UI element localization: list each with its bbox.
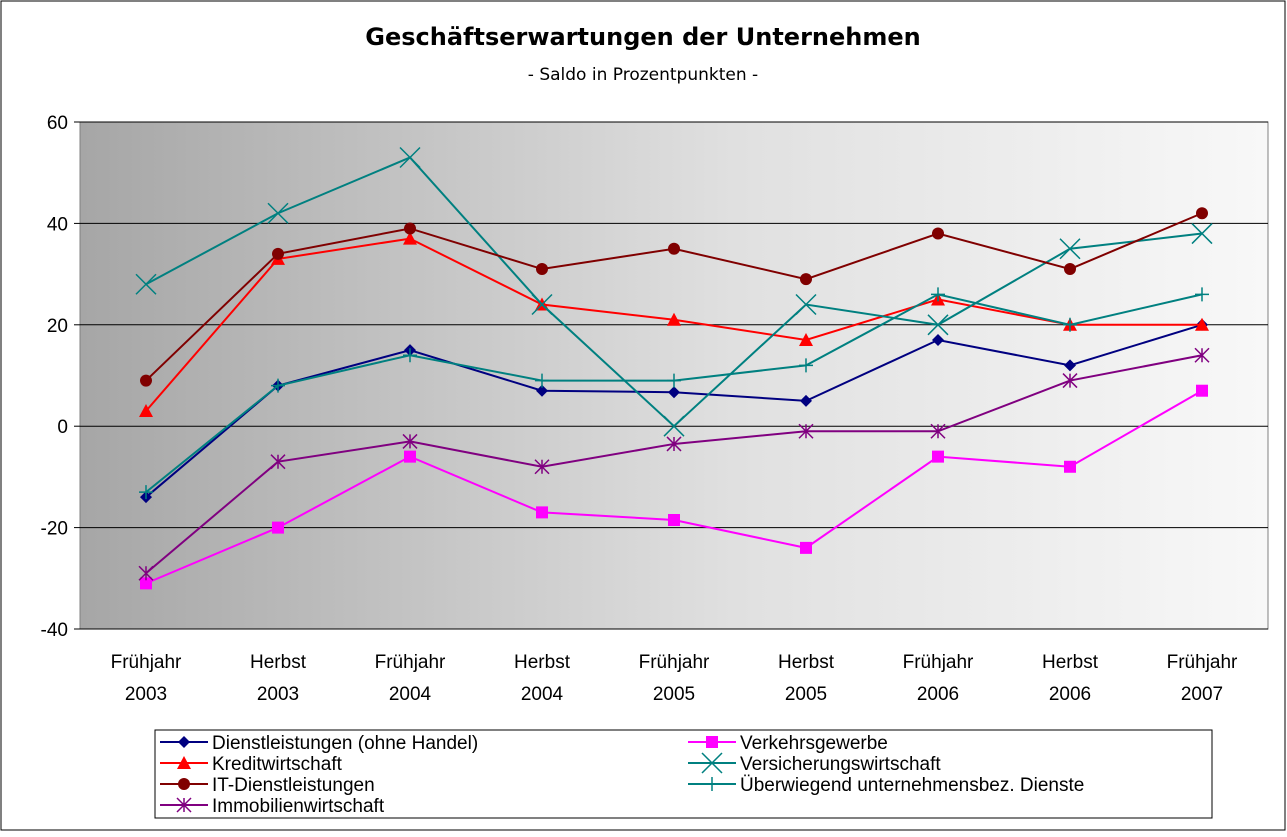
marker — [399, 146, 421, 169]
legend-label: Dienstleistungen (ohne Handel) — [212, 733, 478, 754]
marker — [404, 450, 416, 463]
marker — [177, 756, 191, 769]
y-tick-label: -40 — [41, 620, 68, 641]
marker — [932, 334, 944, 347]
marker — [403, 231, 417, 245]
marker — [1195, 287, 1209, 302]
x-tick-label: 2007 — [1181, 684, 1223, 705]
legend — [154, 729, 1213, 819]
x-tick-label: Frühjahr — [375, 652, 446, 673]
x-tick-label: 2004 — [521, 684, 564, 705]
marker — [705, 777, 719, 791]
marker — [667, 373, 681, 388]
marker — [178, 736, 190, 748]
marker — [536, 384, 548, 397]
legend-label: Überwiegend unternehmensbez. Dienste — [740, 775, 1084, 796]
marker — [139, 485, 153, 500]
marker — [932, 227, 944, 240]
marker — [140, 577, 152, 590]
marker — [536, 263, 548, 276]
marker — [931, 287, 945, 302]
marker — [800, 541, 812, 554]
x-tick-label: 2003 — [257, 684, 299, 705]
marker — [1064, 359, 1076, 372]
y-tick-label: 0 — [57, 417, 68, 438]
legend-label: Immobilienwirtschaft — [212, 796, 385, 817]
x-tick-label: 2005 — [785, 684, 827, 705]
marker — [139, 403, 153, 417]
y-tick-label: -20 — [41, 519, 68, 540]
marker — [798, 423, 814, 439]
marker — [668, 242, 680, 255]
marker — [135, 273, 157, 295]
marker — [403, 348, 417, 363]
chart-title: Geschäftserwartungen der Unternehmen — [365, 23, 920, 51]
legend-label: Verkehrsgewerbe — [740, 733, 888, 754]
marker — [1064, 460, 1076, 473]
marker — [1191, 223, 1213, 245]
marker — [1064, 263, 1076, 276]
x-tick-label: Herbst — [1042, 652, 1099, 673]
marker — [138, 565, 154, 581]
marker — [271, 378, 285, 393]
marker — [1196, 207, 1208, 220]
legend-label: Versicherungswirtschaft — [740, 754, 941, 775]
marker — [272, 247, 284, 260]
marker — [930, 423, 946, 439]
marker — [267, 202, 289, 224]
marker — [402, 433, 418, 449]
marker — [178, 778, 190, 790]
marker — [795, 293, 817, 316]
y-tick-label: 60 — [47, 113, 68, 134]
marker — [800, 273, 812, 286]
marker — [666, 436, 682, 452]
x-tick-label: Herbst — [250, 652, 307, 673]
marker — [663, 415, 685, 437]
x-tick-label: Frühjahr — [903, 652, 974, 673]
x-tick-label: 2005 — [653, 684, 695, 705]
marker — [799, 358, 813, 373]
marker — [932, 450, 944, 463]
x-tick-label: 2006 — [1049, 684, 1091, 705]
marker — [535, 373, 549, 388]
x-tick-label: Herbst — [778, 652, 835, 673]
marker — [534, 459, 550, 475]
marker — [668, 513, 680, 526]
y-tick-label: 40 — [47, 214, 68, 235]
marker — [140, 374, 152, 387]
marker — [1195, 317, 1209, 331]
marker — [536, 506, 548, 519]
legend-label: Kreditwirtschaft — [212, 754, 343, 775]
marker — [272, 521, 284, 534]
marker — [1194, 347, 1210, 363]
marker — [927, 314, 949, 336]
marker — [706, 736, 718, 748]
y-tick-label: 20 — [47, 316, 68, 337]
marker — [1062, 373, 1078, 389]
x-tick-label: 2006 — [917, 684, 959, 705]
marker — [799, 333, 813, 347]
marker — [668, 386, 680, 399]
legend-label: IT-Dienstleistungen — [212, 775, 375, 796]
marker — [1059, 238, 1081, 260]
x-tick-label: Frühjahr — [111, 652, 182, 673]
x-tick-label: Herbst — [514, 652, 571, 673]
marker — [1063, 317, 1077, 332]
marker — [404, 222, 416, 235]
marker — [800, 394, 812, 407]
x-tick-label: Frühjahr — [639, 652, 710, 673]
chart-subtitle: - Saldo in Prozentpunkten - — [528, 65, 758, 85]
marker — [176, 797, 192, 813]
x-tick-label: Frühjahr — [1167, 652, 1238, 673]
marker — [1196, 384, 1208, 397]
marker — [667, 312, 681, 326]
marker — [270, 454, 286, 470]
marker — [701, 752, 723, 774]
x-tick-label: 2003 — [125, 684, 167, 705]
marker — [531, 293, 553, 316]
x-tick-label: 2004 — [389, 684, 432, 705]
